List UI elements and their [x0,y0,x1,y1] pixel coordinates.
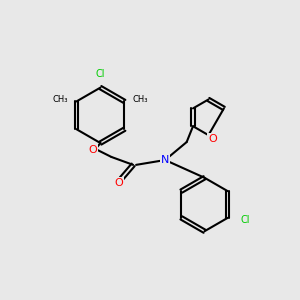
Text: O: O [88,145,97,155]
Text: Cl: Cl [241,215,250,225]
Text: O: O [114,178,123,188]
Text: N: N [161,155,169,165]
Text: O: O [208,134,217,144]
Text: CH₃: CH₃ [133,95,148,104]
Text: CH₃: CH₃ [53,95,68,104]
Text: Cl: Cl [96,69,105,79]
